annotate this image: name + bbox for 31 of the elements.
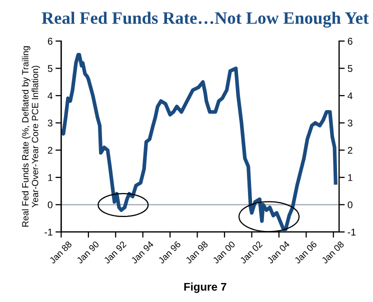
line-series (61, 52, 338, 232)
y-tick-label: -1 (44, 228, 52, 236)
x-tick-label: Jan 08 (321, 240, 344, 264)
y2-tick-label: 4 (348, 92, 353, 100)
y2-tick-label: 5 (348, 65, 352, 72)
chart-title: Real Fed Funds Rate…Not Low Enough Yet (42, 12, 369, 28)
y-tick-label: 2 (48, 146, 52, 154)
x-tick-label: Jan 96 (158, 240, 182, 264)
x-tick-label: Jan 04 (266, 240, 290, 264)
y-tick-label: 0 (48, 201, 52, 208)
y-tick-label: 3 (48, 120, 52, 126)
y-tick-label: 1 (48, 174, 52, 181)
x-tick-label: Jan 92 (103, 240, 127, 264)
x-tick-label: Jan 94 (130, 240, 154, 264)
x-tick-label: Jan 98 (185, 240, 208, 264)
x-tick-label: Jan 90 (76, 240, 100, 264)
y2-tick-label: 3 (348, 120, 352, 126)
x-tick-label: Jan 02 (239, 240, 263, 264)
y-tick-label: 4 (48, 92, 53, 100)
y-axis-title: Real Fed Funds Rate (%, Deflated by Trailing Year-Over-Year Core PCE Inflation) (22, 46, 40, 227)
x-tick-label: Jan 06 (294, 240, 318, 264)
y-tick-label: 6 (48, 38, 52, 45)
x-tick-label: Jan 88 (48, 240, 72, 264)
y-tick-label: 5 (48, 65, 52, 72)
x-tick-label: Jan 00 (212, 240, 236, 264)
y2-tick-label: 1 (348, 174, 352, 181)
y2-tick-label: 2 (348, 146, 352, 154)
y2-tick-label: 0 (348, 201, 352, 208)
y2-tick-label: -1 (348, 228, 356, 236)
caption: Figure 7 (184, 282, 226, 293)
y2-tick-label: 6 (348, 38, 352, 45)
